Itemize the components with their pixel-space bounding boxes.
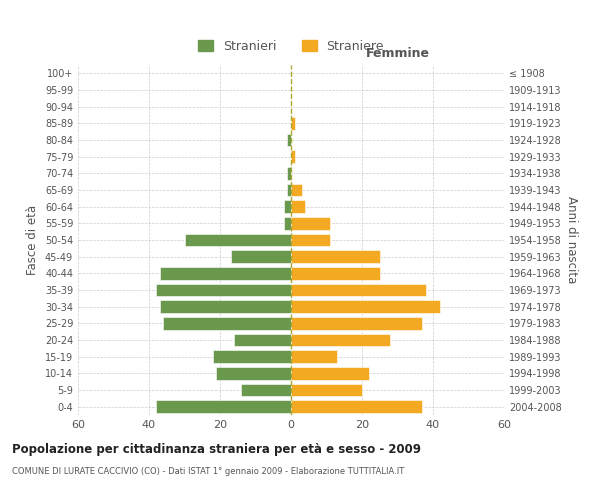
Bar xyxy=(291,200,305,213)
Bar xyxy=(291,217,330,230)
Bar xyxy=(291,284,426,296)
Y-axis label: Anni di nascita: Anni di nascita xyxy=(565,196,578,284)
Bar xyxy=(163,317,291,330)
Bar xyxy=(230,250,291,263)
Y-axis label: Fasce di età: Fasce di età xyxy=(26,205,39,275)
Text: Popolazione per cittadinanza straniera per età e sesso - 2009: Popolazione per cittadinanza straniera p… xyxy=(12,442,421,456)
Bar xyxy=(287,134,291,146)
Bar xyxy=(156,400,291,413)
Bar xyxy=(241,384,291,396)
Bar xyxy=(291,367,369,380)
Bar xyxy=(291,300,440,313)
Bar xyxy=(213,350,291,363)
Bar xyxy=(217,367,291,380)
Bar xyxy=(160,300,291,313)
Bar xyxy=(156,284,291,296)
Bar xyxy=(291,184,302,196)
Text: Femmine: Femmine xyxy=(365,47,430,60)
Bar xyxy=(291,267,380,280)
Bar xyxy=(284,217,291,230)
Bar xyxy=(291,234,330,246)
Text: COMUNE DI LURATE CACCIVIO (CO) - Dati ISTAT 1° gennaio 2009 - Elaborazione TUTTI: COMUNE DI LURATE CACCIVIO (CO) - Dati IS… xyxy=(12,468,404,476)
Bar xyxy=(291,334,391,346)
Bar xyxy=(291,117,295,130)
Bar xyxy=(185,234,291,246)
Legend: Stranieri, Straniere: Stranieri, Straniere xyxy=(194,36,388,56)
Bar xyxy=(291,150,295,163)
Bar xyxy=(287,167,291,179)
Bar xyxy=(234,334,291,346)
Bar xyxy=(291,350,337,363)
Bar xyxy=(291,317,422,330)
Bar xyxy=(287,184,291,196)
Bar xyxy=(160,267,291,280)
Bar xyxy=(284,200,291,213)
Bar xyxy=(291,400,422,413)
Bar xyxy=(291,250,380,263)
Bar xyxy=(291,384,362,396)
